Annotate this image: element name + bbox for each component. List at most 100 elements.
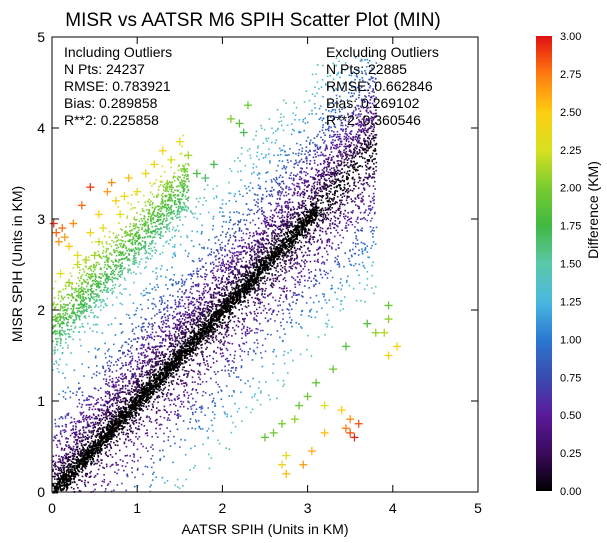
data-point [318,282,321,285]
data-point [155,331,157,334]
data-point [310,243,313,246]
data-point [125,407,128,409]
data-point [140,423,143,426]
data-point [104,356,107,359]
data-point [151,435,153,438]
data-point [155,410,158,413]
data-point [339,95,341,98]
data-point [355,74,358,77]
data-point [105,391,107,394]
data-point [320,199,323,202]
data-point [296,261,299,264]
data-point [305,90,308,93]
data-point [351,255,353,258]
data-point [329,203,332,206]
data-point [226,328,228,331]
data-point [151,361,154,363]
data-point [346,134,349,136]
data-point [355,108,357,111]
data-point [284,168,287,170]
data-point [124,341,126,343]
data-point [256,251,259,254]
data-point [243,350,246,353]
data-point [268,241,271,244]
data-point [238,230,241,232]
data-point [274,239,277,242]
data-point [213,371,216,373]
data-point [241,308,244,310]
data-point [361,227,363,230]
data-point [202,443,204,446]
data-point [256,281,258,283]
data-point [215,335,217,337]
data-point [188,359,190,361]
data-point [257,147,259,149]
data-point [103,403,106,406]
data-point [126,474,128,476]
data-point [220,326,223,328]
data-point [224,340,226,343]
data-point [68,444,70,447]
data-point [338,205,341,208]
data-point [67,386,69,389]
data-point [335,57,338,59]
data-point [72,454,75,456]
data-point [305,236,307,239]
data-point [307,268,310,271]
data-point [352,118,354,120]
data-point [234,251,236,254]
data-point [307,197,309,200]
data-point [326,259,328,261]
data-point [271,233,273,235]
data-point [155,427,157,430]
data-point [54,435,56,438]
data-point [326,211,328,214]
data-point [240,230,243,232]
data-point [227,321,230,324]
data-point [206,304,209,307]
data-point [187,337,189,340]
data-point [231,316,234,319]
data-point [204,286,206,288]
data-point [155,305,157,308]
data-point [354,136,356,138]
data-point [228,375,231,377]
data-point [370,132,373,135]
data-point [129,382,131,385]
data-point [168,399,171,402]
data-point [320,211,322,214]
data-point [343,265,345,268]
data-point [136,382,138,385]
data-point [203,315,206,317]
data-point [214,279,217,282]
data-point [104,369,107,372]
data-point [135,387,138,390]
data-point [180,331,183,334]
data-point [102,404,104,407]
data-point [201,314,204,316]
data-point [310,188,313,190]
data-point [84,431,86,434]
data-point [137,390,140,393]
data-point [368,195,370,197]
data-point [202,309,204,312]
data-point [294,292,296,294]
data-point [324,82,327,85]
data-point [274,179,277,182]
data-point [247,185,250,188]
data-point [67,463,70,466]
data-point [337,217,340,220]
data-point [190,447,192,450]
data-point [323,293,326,296]
data-point [258,208,261,211]
data-point [124,391,126,394]
data-point [113,398,115,400]
data-point [229,251,232,254]
data-point [312,182,315,185]
data-point [125,313,128,316]
data-point [225,263,228,265]
data-point [352,287,355,290]
data-point [133,442,135,444]
data-point [152,373,155,376]
data-point [211,324,213,326]
